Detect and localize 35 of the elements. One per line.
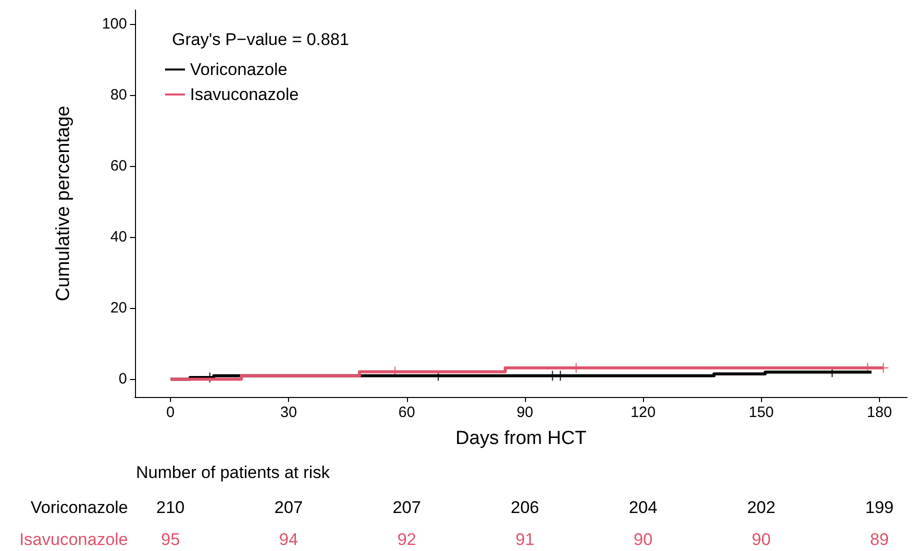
text: 199 <box>865 498 894 517</box>
text: 95 <box>160 530 180 549</box>
legend-label: Isavuconazole <box>190 85 299 104</box>
x-tick-label: 60 <box>398 404 416 421</box>
text: 207 <box>392 498 421 517</box>
text: 94 <box>279 530 298 549</box>
y-tick-label: 80 <box>110 86 127 104</box>
x-tick-label: 150 <box>748 404 774 421</box>
x-tick-label: 0 <box>166 404 175 421</box>
y-tick-label: 60 <box>110 158 127 175</box>
y-tick-label: 0 <box>118 370 127 388</box>
x-axis-title: Days from HCT <box>456 428 587 449</box>
text: Voriconazole <box>30 498 128 517</box>
legend-label: Voriconazole <box>190 60 288 79</box>
text: 210 <box>156 498 185 517</box>
annotation: Gray's P−value = 0.881 <box>172 30 350 49</box>
y-tick-label: 100 <box>102 16 127 33</box>
y-tick-label: 20 <box>110 300 127 317</box>
text: 202 <box>747 498 776 517</box>
x-tick-label: 180 <box>866 404 892 421</box>
text: 206 <box>510 498 540 517</box>
text: 90 <box>634 530 653 549</box>
text: 92 <box>397 530 416 549</box>
y-tick-label: 40 <box>110 228 127 246</box>
text: 91 <box>515 530 534 549</box>
text: 89 <box>870 530 889 549</box>
text: Number of patients at risk <box>136 463 330 482</box>
x-tick-label: 120 <box>630 404 656 421</box>
x-tick-label: 30 <box>280 404 297 421</box>
text: 204 <box>628 498 658 517</box>
text: Isavuconazole <box>19 530 128 549</box>
text: 90 <box>752 530 771 549</box>
text: 207 <box>274 498 303 517</box>
y-axis-title: Cumulative percentage <box>53 106 74 302</box>
x-tick-label: 90 <box>516 404 534 421</box>
